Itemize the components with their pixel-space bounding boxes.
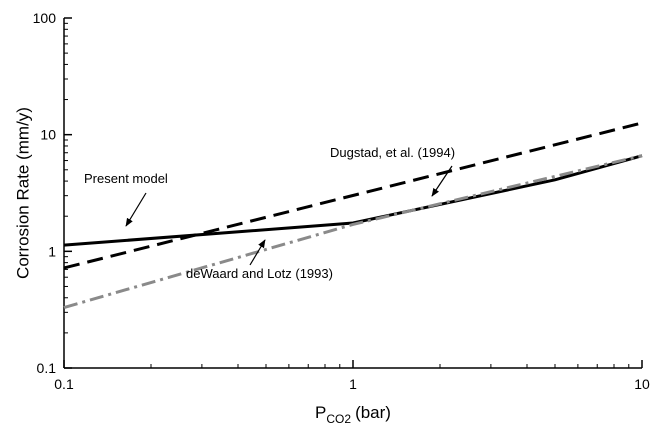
x-label-unit: (bar)	[355, 403, 391, 422]
x-tick-label: 1	[349, 376, 357, 392]
x-tick-label: 10	[634, 376, 650, 392]
x-label-p: P	[315, 403, 326, 422]
annotation-arrow	[249, 239, 266, 266]
annotation: deWaard and Lotz (1993)	[186, 266, 333, 281]
y-tick-label: 0.1	[37, 360, 57, 376]
y-axis-label: Corrosion Rate (mm/y)	[13, 107, 32, 279]
x-axis-label: PCO2 (bar)	[315, 403, 391, 426]
series-line	[63, 154, 643, 247]
series-line	[63, 121, 643, 270]
y-tick-label: 10	[40, 127, 56, 143]
annotation: Present model	[84, 171, 168, 186]
annotation-arrow	[125, 192, 147, 227]
series-line	[63, 154, 643, 309]
annotation-arrow	[431, 165, 453, 197]
y-tick-label: 100	[33, 10, 57, 26]
annotation: Dugstad, et al. (1994)	[330, 145, 455, 160]
x-tick-label: 0.1	[54, 376, 74, 392]
x-label-sub: CO2	[326, 412, 351, 426]
y-tick-label: 1	[48, 243, 56, 259]
